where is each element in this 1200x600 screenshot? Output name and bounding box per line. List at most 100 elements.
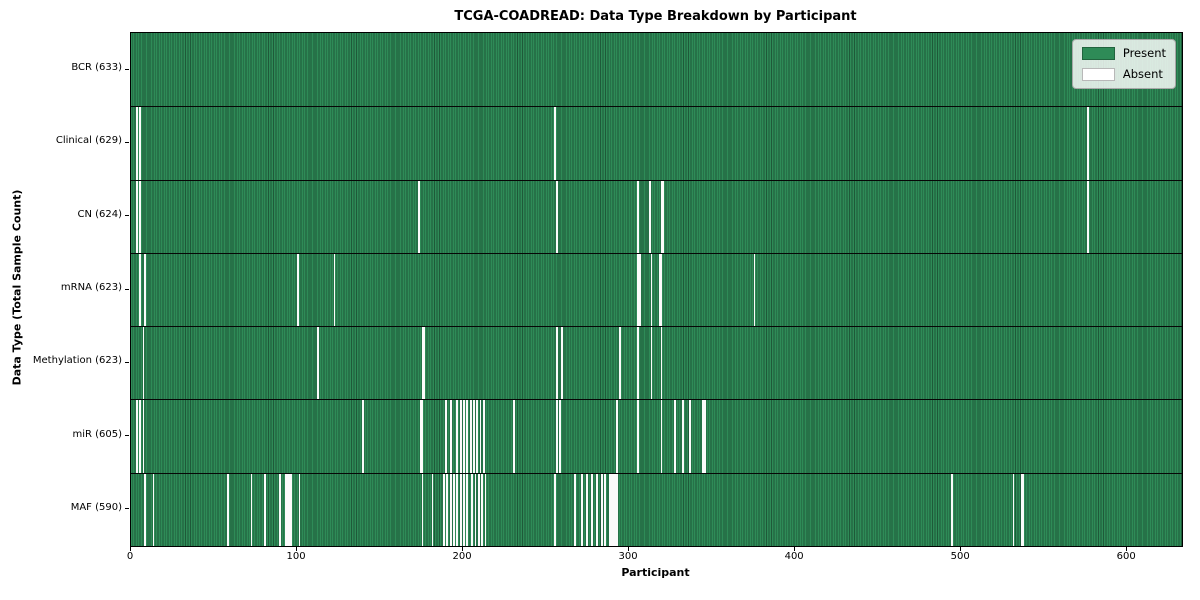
absent-stripe [1020,473,1023,546]
y-tick-mark [125,141,129,143]
absent-stripe [431,473,434,546]
absent-stripe [650,253,653,327]
absent-stripe [446,473,449,546]
absent-stripe [144,473,147,546]
x-tick-label: 600 [1116,551,1136,562]
absent-stripe [479,400,482,473]
absent-stripe [469,400,472,473]
absent-stripe [556,180,558,253]
absent-stripe [673,400,676,473]
absent-stripe [703,400,706,473]
absent-stripe [361,400,364,473]
absent-stripe [650,327,653,400]
absent-stripe [285,473,288,546]
x-tick-label: 500 [950,551,970,562]
absent-stripe [444,400,447,473]
heatmap-row-methylation [131,326,1182,400]
absent-stripe [471,473,474,546]
absent-stripe [556,327,558,400]
absent-stripe [612,473,615,546]
absent-stripe [688,400,691,473]
heatmap-row-cn [131,179,1182,253]
y-tick-mark [125,215,129,217]
absent-stripe [609,473,611,546]
absent-stripe [604,473,606,546]
absent-stripe [421,473,424,546]
absent-stripe [288,473,291,546]
absent-stripe [482,400,485,473]
absent-stripe [316,327,319,400]
absent-stripe [135,180,138,253]
absent-stripe [278,473,281,546]
y-tick-label: BCR (633) [71,62,122,74]
y-tick-mark [125,508,129,510]
absent-stripe [556,400,558,473]
absent-stripe [144,253,147,327]
y-tick-label: mRNA (623) [60,282,122,293]
absent-stripe [473,400,475,473]
absent-stripe [595,473,598,546]
y-tick-mark [125,361,129,363]
y-tick-label: miR (605) [72,428,122,440]
absent-stripe [580,473,583,546]
absent-stripe [135,400,138,473]
plot-area: Present Absent [130,32,1183,547]
absent-stripe [250,473,253,546]
absent-stripe [662,180,665,253]
absent-stripe [453,473,455,546]
absent-stripe [512,400,515,473]
x-tick-label: 400 [784,551,804,562]
absent-stripe [649,180,651,253]
absent-stripe [951,473,953,546]
legend: Present Absent [1071,39,1176,89]
absent-stripe [463,400,465,473]
absent-stripe [139,107,142,180]
absent-stripe [263,473,266,546]
absent-stripe [615,400,618,473]
y-tick-label: Methylation (623) [32,355,122,367]
absent-stripe [135,107,138,180]
x-tick-mark [1126,547,1128,551]
x-tick-mark [960,547,962,551]
absent-stripe [637,253,640,327]
y-tick-mark [125,435,129,437]
absent-stripe [421,400,424,473]
absent-stripe [559,400,562,473]
absent-stripe [418,180,421,253]
y-tick-label: CN (624) [77,208,122,220]
absent-stripe [1087,107,1090,180]
absent-stripe [466,473,469,546]
absent-stripe [421,327,424,400]
x-tick-label: 0 [126,551,134,562]
legend-label-absent: Absent [1122,67,1163,81]
absent-stripe [1012,473,1015,546]
legend-entry-present: Present [1081,47,1166,60]
absent-swatch [1081,68,1115,81]
absent-stripe [637,327,640,400]
absent-stripe [610,473,613,546]
absent-stripe [574,473,577,546]
absent-stripe [333,253,336,327]
y-tick-mark [125,288,129,290]
absent-stripe [449,473,452,546]
heatmap-row-mir [131,399,1182,473]
absent-stripe [478,473,480,546]
absent-stripe [585,473,588,546]
absent-stripe [456,473,459,546]
absent-stripe [152,473,155,546]
absent-stripe [456,400,459,473]
absent-stripe [660,253,663,327]
absent-stripe [554,107,557,180]
absent-stripe [459,473,462,546]
absent-stripe [615,473,618,546]
absent-stripe [682,400,685,473]
x-tick-label: 200 [452,551,472,562]
absent-stripe [614,473,616,546]
absent-stripe [443,473,445,546]
absent-stripe [753,253,756,327]
absent-stripe [298,473,301,546]
absent-stripe [142,327,145,400]
absent-stripe [466,400,469,473]
chart-title: TCGA-COADREAD: Data Type Breakdown by Pa… [454,9,857,24]
absent-stripe [459,400,462,473]
